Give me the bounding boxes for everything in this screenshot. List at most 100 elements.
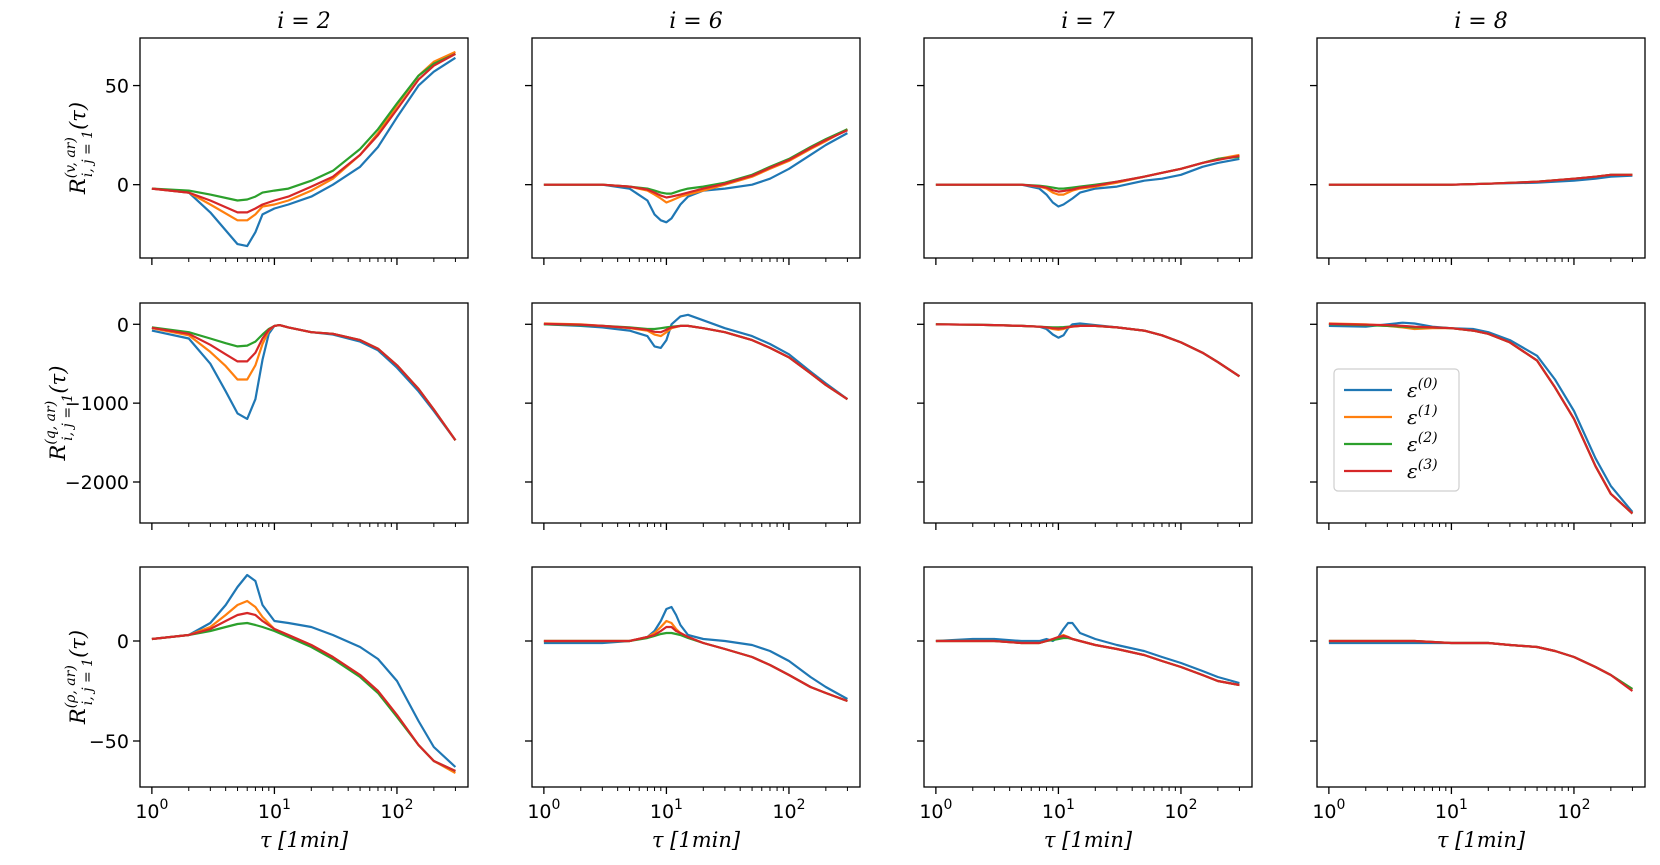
y-label-subscript: i, j = 1: [80, 130, 96, 177]
series-line-eps3: [543, 625, 848, 703]
series-lines: [935, 153, 1240, 208]
series-line-eps3: [1328, 322, 1634, 515]
series-lines: [1328, 173, 1633, 186]
axes-frame: [139, 37, 469, 259]
series-line-eps0: [543, 132, 848, 224]
x-tick-exponent: 0: [1337, 797, 1346, 813]
panel-r2-c3: [917, 302, 1253, 530]
y-tick-label: 50: [105, 76, 129, 98]
y-label-subscript: i, j = 1: [60, 394, 76, 441]
x-tick-label: 102: [380, 797, 413, 823]
column-title: i = 8: [1454, 9, 1507, 34]
series-line-eps0: [1328, 321, 1634, 513]
series-lines: [935, 322, 1241, 378]
x-axis-label: τ [1min]: [1044, 828, 1133, 852]
series-line-eps3: [935, 323, 1241, 378]
series-lines: [151, 50, 456, 248]
axes-frame: [1316, 37, 1646, 259]
legend-label-base: ε: [1407, 432, 1418, 456]
series-line-eps3: [543, 322, 849, 401]
legend-label-superscript: (1): [1418, 403, 1438, 419]
legend-label-base: ε: [1407, 378, 1418, 402]
x-tick-label: 102: [1164, 797, 1197, 823]
axes-frame: [139, 566, 469, 788]
series-line-eps3: [935, 634, 1240, 687]
series-line-eps1: [543, 619, 848, 703]
y-tick-label: 0: [117, 314, 129, 336]
x-axis-label: τ [1min]: [1437, 828, 1526, 852]
y-label-superscript: (ρ, ar): [63, 665, 79, 708]
x-tick-exponent: 1: [282, 797, 291, 813]
axes-frame: [1316, 302, 1646, 524]
x-tick-base: 10: [1312, 801, 1336, 823]
x-tick-label: 101: [1042, 797, 1075, 823]
panel-r1-c2: [525, 37, 861, 265]
x-tick-base: 10: [1164, 801, 1188, 823]
y-label-superscript: (q, ar): [43, 401, 59, 445]
x-tick-exponent: 2: [1582, 797, 1591, 813]
series-line-eps2: [935, 636, 1240, 687]
y-axis-label: R(ρ, ar)i, j = 1(τ): [63, 630, 96, 725]
y-label-superscript: (v, ar): [63, 137, 79, 178]
y-tick-label: −2000: [65, 472, 129, 494]
x-axis-label: τ [1min]: [652, 828, 741, 852]
y-label-base: R: [66, 178, 90, 195]
series-line-eps1: [151, 599, 456, 774]
axes-frame: [923, 37, 1253, 259]
x-tick-exponent: 1: [674, 797, 683, 813]
legend-label: ε(1): [1407, 403, 1438, 429]
y-tick-label: −50: [89, 731, 129, 753]
x-tick-label: 100: [919, 797, 952, 823]
legend-label-superscript: (0): [1418, 376, 1438, 392]
x-tick-label: 101: [258, 797, 291, 823]
series-lines: [151, 573, 457, 774]
column-title: i = 6: [669, 9, 722, 34]
series-line-eps2: [151, 621, 456, 772]
y-axis-label: R(q, ar)i, j = 1(τ): [43, 366, 76, 462]
legend-label: ε(2): [1407, 430, 1438, 456]
series-line-eps2: [1328, 639, 1633, 690]
x-tick-exponent: 2: [405, 797, 414, 813]
x-tick-label: 100: [135, 797, 168, 823]
x-tick-label: 102: [1557, 797, 1590, 823]
column-title: i = 2: [277, 9, 330, 34]
x-tick-label: 100: [1312, 797, 1345, 823]
y-label-argument: (τ): [66, 102, 90, 130]
column-title: i = 7: [1061, 9, 1114, 34]
series-line-eps3: [151, 324, 457, 441]
x-tick-label: 101: [1435, 797, 1468, 823]
x-tick-exponent: 0: [944, 797, 953, 813]
series-line-eps0: [543, 313, 849, 401]
series-lines: [543, 128, 848, 224]
series-line-eps3: [543, 129, 848, 199]
x-tick-exponent: 0: [160, 797, 169, 813]
x-tick-base: 10: [380, 801, 404, 823]
y-tick-label: 0: [117, 175, 129, 197]
y-tick-label: 0: [117, 631, 129, 653]
series-line-eps2: [935, 323, 1241, 378]
series-line-eps0: [543, 605, 848, 700]
panel-r1-c1: 0 50: [105, 37, 469, 265]
y-label-subscript: i, j = 1: [80, 658, 96, 705]
axes-frame: [139, 302, 469, 524]
x-tick-base: 10: [650, 801, 674, 823]
axes-frame: [1316, 566, 1646, 788]
series-line-eps1: [543, 322, 849, 401]
x-tick-base: 10: [1042, 801, 1066, 823]
series-line-eps1: [1328, 639, 1633, 690]
x-tick-base: 10: [1557, 801, 1581, 823]
series-lines: [935, 621, 1240, 687]
panel-r3-c4: 100 101 102: [1310, 566, 1646, 823]
series-line-eps0: [935, 322, 1241, 378]
series-line-eps3: [935, 154, 1240, 193]
series-line-eps1: [935, 323, 1241, 378]
axes-frame: [531, 37, 861, 259]
axes-frame: [531, 566, 861, 788]
series-line-eps3: [1328, 173, 1633, 186]
legend-label-superscript: (3): [1418, 457, 1438, 473]
series-lines: [1328, 639, 1634, 692]
legend-label: ε(3): [1407, 457, 1438, 483]
x-axis-label: τ [1min]: [260, 828, 349, 852]
